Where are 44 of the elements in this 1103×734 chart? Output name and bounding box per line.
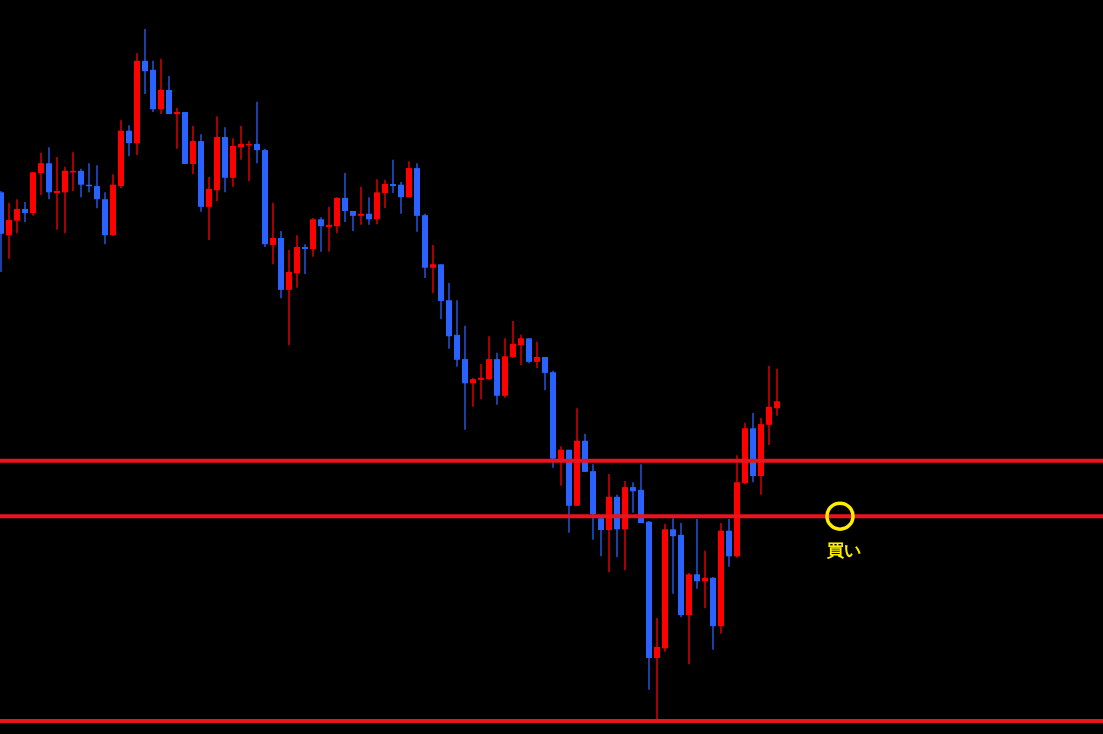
candlestick: [78, 168, 84, 198]
candlestick: [94, 164, 100, 209]
candlestick: [478, 363, 484, 400]
candlestick: [382, 179, 388, 209]
candlestick: [694, 518, 700, 590]
candlestick: [774, 368, 780, 417]
candlestick: [126, 124, 132, 157]
candlestick: [22, 201, 28, 223]
candlestick: [630, 481, 636, 514]
candlestick: [654, 617, 660, 722]
candlestick: [206, 176, 212, 241]
candlestick: [518, 334, 524, 366]
candlestick: [542, 356, 548, 391]
candlestick: [174, 107, 180, 150]
candlestick: [534, 341, 540, 369]
candlestick: [54, 156, 60, 231]
candlestick: [38, 152, 44, 196]
candlestick: [302, 243, 308, 275]
candlestick: [486, 335, 492, 381]
candlestick: [766, 365, 772, 446]
candlestick: [358, 186, 364, 226]
candlestick: [398, 181, 404, 215]
candlestick: [158, 58, 164, 115]
candlestick: [598, 515, 604, 557]
candlestick: [190, 125, 196, 175]
text: 買い: [826, 540, 861, 561]
candlestick: [318, 216, 324, 253]
candlestick: [350, 210, 356, 232]
candlestick: [270, 202, 276, 265]
candlestick: [142, 28, 148, 95]
candlestick: [670, 517, 676, 595]
candlestick: [526, 337, 532, 364]
candlestick: [366, 196, 372, 226]
candlestick: [14, 198, 20, 234]
candlestick: [470, 377, 476, 408]
candlestick: [510, 320, 516, 359]
candlestick: [430, 244, 436, 294]
candlestick: [286, 249, 292, 346]
candlestick: [254, 101, 260, 164]
candlestick: [342, 172, 348, 223]
candlestick: [62, 166, 68, 234]
candlestick: [6, 202, 12, 260]
candlestick: [326, 206, 332, 253]
candlestick: [390, 159, 396, 194]
